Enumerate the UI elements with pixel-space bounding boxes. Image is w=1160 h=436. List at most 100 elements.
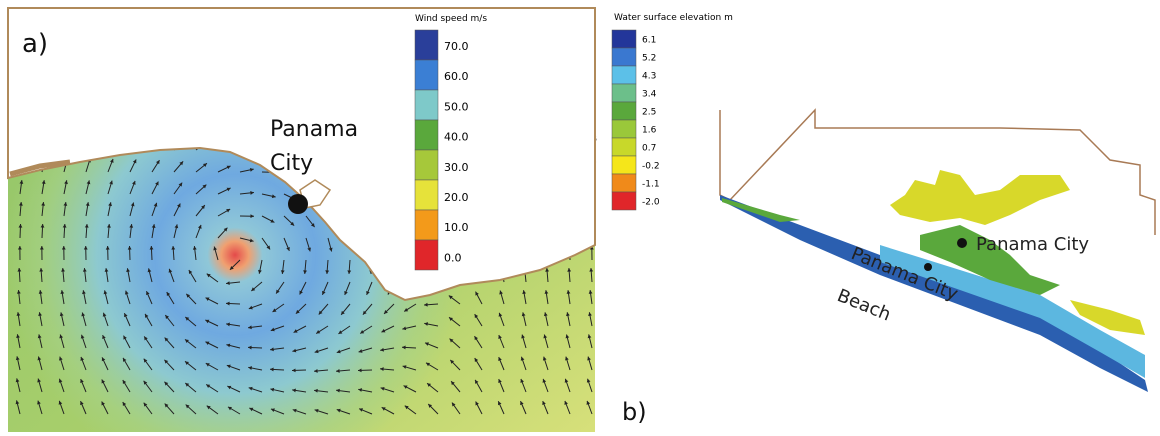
arrow-head [381,328,386,333]
arrow-head [425,342,429,346]
arrow-head [185,383,190,387]
arrow-head [266,245,271,250]
arrow-head [358,368,362,373]
legend-label: 50.0 [444,100,469,113]
arrow-head [206,273,211,278]
legend-swatch [414,179,439,211]
arrow-head [226,301,230,306]
legend-swatch [611,101,637,121]
arrow-head [295,309,300,314]
arrow-head [15,378,20,383]
arrow-head [380,347,384,352]
arrow-head [63,202,68,206]
arrow-head [143,402,148,407]
arrow-head [314,388,318,393]
legend-swatch [414,29,439,61]
legend: 70.0 60.0 50.0 40.0 30.0 20.0 10.0 0.0 [414,29,469,271]
arrow-head [86,180,91,185]
panel-b: Panama City Panama City Beach b) Water s… [611,13,1156,426]
arrow-head [171,246,176,250]
arrow-head [39,246,44,250]
arrow-head [586,378,591,383]
arrow-head [292,368,296,373]
legend-title: Wind speed m/s [415,14,487,24]
arrow-head [589,246,594,250]
arrow-head [336,349,341,354]
place-marker [957,238,967,248]
legend-title: Water surface elevation m [614,13,733,23]
arrow-head [59,334,64,339]
arrow-head [37,378,41,383]
arrow-head [381,407,386,411]
panel-label: b) [622,398,647,426]
arrow-head [451,402,456,407]
arrow-head [362,310,367,315]
arrow-head [290,221,295,226]
arrow-head [270,347,274,352]
arrow-head [336,408,341,413]
arrow-head [251,287,256,292]
arrow-head [17,268,22,272]
place-marker [288,194,308,214]
place-marker [924,263,932,271]
arrow-head [520,401,524,406]
legend-label: 70.0 [444,40,469,53]
arrow-head [566,290,571,294]
arrow-head [567,268,572,272]
flood-area [920,225,1060,295]
arrow-head [153,202,158,207]
arrow-head [360,330,365,334]
arrow-head [522,290,527,295]
arrow-head [223,227,228,232]
arrow-head [80,379,84,384]
arrow-head [404,405,409,410]
arrow-head [205,363,210,367]
arrow-head [292,408,297,413]
arrow-head [428,403,433,408]
arrow-head [402,345,406,350]
arrow-head [80,356,85,361]
arrow-head [545,268,550,272]
arrow-head [520,378,524,383]
arrow-head [165,315,169,319]
arrow-head [206,405,211,410]
arrow-head [270,367,274,372]
arrow-head [402,326,407,331]
arrow-head [344,290,348,295]
arrow-head [168,268,173,273]
arrow-head [123,335,127,340]
arrow-head [213,246,218,251]
arrow-head [124,290,129,295]
arrow-head [564,378,569,383]
arrow-head [61,246,66,250]
arrow-head [164,403,169,408]
arrow-head [226,281,230,286]
arrow-head [318,310,323,315]
arrow-head [588,312,592,317]
arrow-head [403,385,408,389]
legend-swatch [414,89,439,121]
arrow-head [521,334,525,339]
arrow-head [202,184,207,189]
arrow-head [474,358,479,363]
arrow-head [424,322,429,326]
legend-label: 5.2 [642,54,656,64]
arrow-head [132,180,136,185]
arrow-head [179,161,184,166]
arrow-head [474,336,478,341]
arrow-head [41,180,46,184]
arrow-head [185,404,190,409]
arrow-head [358,388,363,392]
arrow-head [424,302,428,307]
arrow-head [38,290,43,294]
legend-swatch [414,209,439,241]
legend-label: 3.4 [642,90,657,100]
legend-swatch [611,119,637,139]
arrow-head [82,268,87,272]
arrow-head [109,180,113,185]
arrow-head [347,270,352,274]
arrow-head [146,291,150,296]
legend-label: 2.5 [642,108,656,118]
arrow-head [475,291,479,296]
arrow-head [107,224,111,228]
